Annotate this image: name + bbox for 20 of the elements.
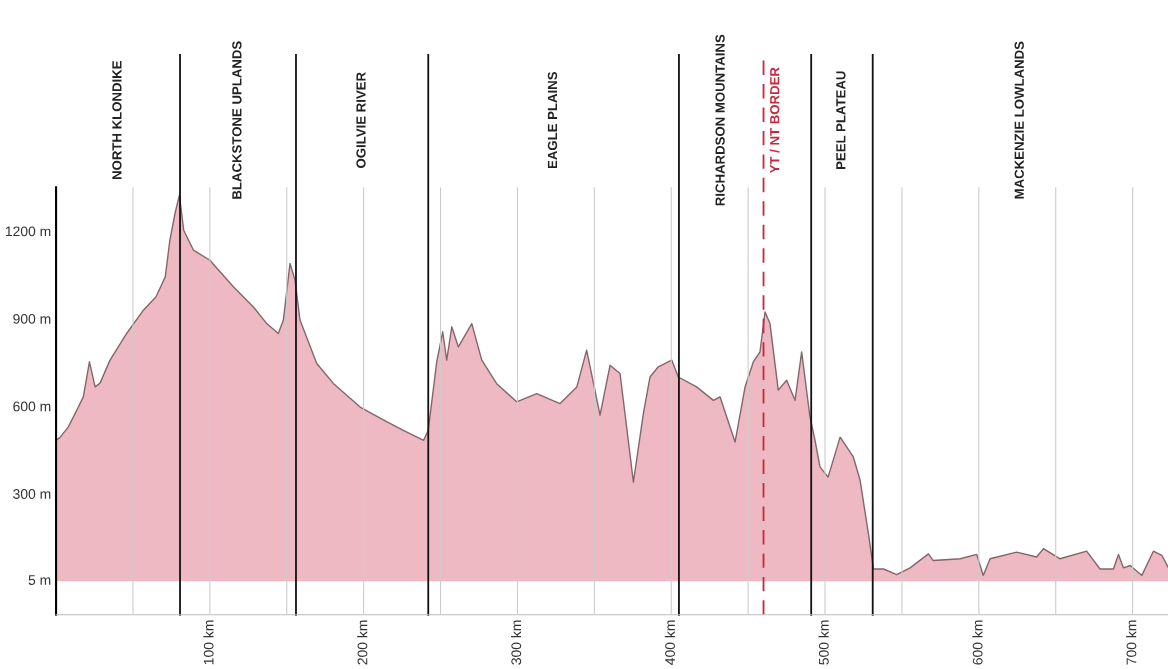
text: NORTH KLONDIKE	[112, 60, 122, 180]
x-tick-label: 100 km	[203, 620, 214, 665]
y-tick-label: 600 m	[13, 401, 51, 412]
ref-line-label: YT / NT BORDER	[769, 67, 780, 174]
annotation: MACKENZIE LOWLANDS	[1014, 41, 1024, 199]
x-tick-label: 700 km	[1126, 620, 1137, 665]
text: PEEL PLATEAU	[836, 71, 846, 169]
annotation: RICHARDSON MOUNTAINS	[715, 34, 725, 206]
annotation: BLACKSTONE UPLANDS	[232, 41, 242, 199]
y-tick-label: 5 m	[28, 575, 51, 585]
text: EAGLE PLAINS	[547, 71, 558, 169]
x-tick-label: 200 km	[357, 620, 368, 665]
y-tick-label: 1200 m	[5, 226, 51, 237]
x-tick-label: 400 km	[664, 620, 675, 665]
x-tick-label: 300 km	[510, 620, 522, 665]
text: OGILVIE RIVER	[356, 72, 366, 168]
x-tick-label: 500 km	[818, 620, 829, 665]
y-tick-label: 900 m	[13, 313, 51, 324]
x-tick-label: 600 km	[972, 620, 983, 665]
y-tick-label: 300 m	[13, 489, 51, 499]
